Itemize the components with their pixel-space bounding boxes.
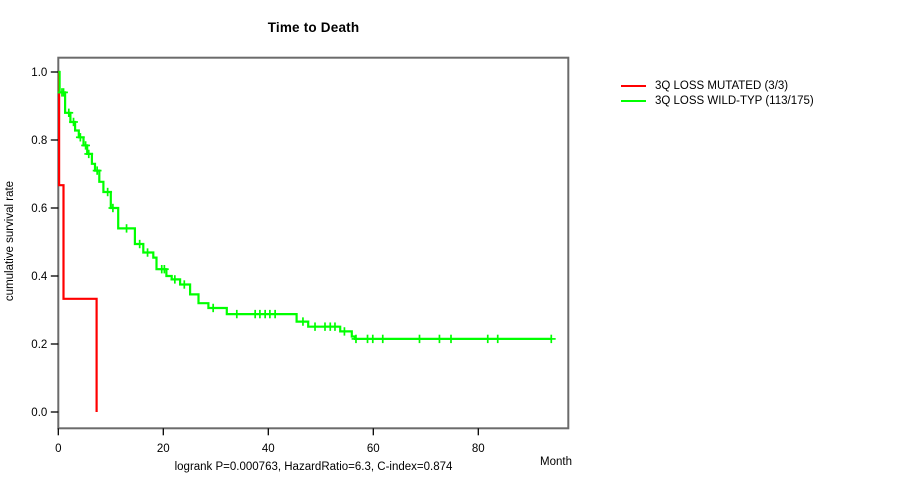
y-tick-label: 0.0 <box>31 407 47 419</box>
legend-line-swatch <box>621 84 646 87</box>
x-tick-label: 20 <box>157 443 170 455</box>
y-tick-label: 0.8 <box>31 135 47 147</box>
plot-box <box>57 56 570 430</box>
x-axis: 0 20 40 60 80 <box>55 428 485 455</box>
y-tick-label: 0.2 <box>31 339 47 351</box>
km-curve <box>58 70 98 412</box>
legend-label: 3Q LOSS MUTATED (3/3) <box>655 79 789 92</box>
y-tick-label: 0.6 <box>31 203 47 215</box>
stats-footer: logrank P=0.000763, HazardRatio=6.3, C-i… <box>174 461 453 473</box>
x-tick-label: 40 <box>262 443 275 455</box>
x-tick-label: 80 <box>472 443 485 455</box>
legend: 3Q LOSS MUTATED (3/3) 3Q LOSS WILD-TYP (1… <box>621 79 814 107</box>
y-tick-label: 0.4 <box>31 271 48 283</box>
x-tick-label: 60 <box>367 443 380 455</box>
km-series-1 <box>57 70 556 344</box>
km-series-0 <box>58 70 98 412</box>
km-curve <box>58 70 552 340</box>
y-tick-label: 1.0 <box>31 67 47 79</box>
legend-line-swatch <box>621 99 646 102</box>
x-axis-label: Month <box>540 456 572 468</box>
legend-label: 3Q LOSS WILD-TYP (113/175) <box>655 94 814 107</box>
legend-item: 3Q LOSS WILD-TYP (113/175) <box>621 94 814 107</box>
y-axis: 0.0 0.2 0.4 0.6 0.8 1.0 <box>31 67 59 419</box>
x-tick-label: 0 <box>55 443 61 455</box>
chart-title: Time to Death <box>267 20 360 35</box>
legend-item: 3Q LOSS MUTATED (3/3) <box>621 79 814 92</box>
